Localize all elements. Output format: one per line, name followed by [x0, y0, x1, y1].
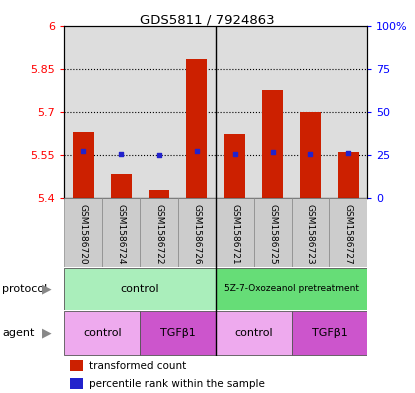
- Point: [156, 152, 162, 158]
- Bar: [262, 90, 283, 198]
- Text: 5Z-7-Oxozeanol pretreatment: 5Z-7-Oxozeanol pretreatment: [224, 285, 359, 293]
- Point: [193, 148, 200, 154]
- Bar: [71, 378, 83, 389]
- Text: GSM1586721: GSM1586721: [230, 204, 239, 264]
- Point: [232, 151, 238, 158]
- Bar: [140, 311, 216, 355]
- Text: TGFβ1: TGFβ1: [160, 328, 196, 338]
- Bar: [64, 268, 216, 310]
- Point: [307, 151, 314, 157]
- Text: GSM1586720: GSM1586720: [79, 204, 88, 264]
- Text: ▶: ▶: [42, 282, 51, 296]
- Bar: [140, 198, 178, 267]
- Point: [80, 148, 87, 154]
- Bar: [178, 198, 216, 267]
- Bar: [64, 198, 102, 267]
- Text: protocol: protocol: [2, 284, 47, 294]
- Bar: [216, 198, 254, 267]
- Bar: [216, 268, 367, 310]
- Text: GSM1586727: GSM1586727: [344, 204, 353, 264]
- Text: percentile rank within the sample: percentile rank within the sample: [88, 379, 264, 389]
- Bar: [186, 59, 207, 198]
- Bar: [291, 198, 330, 267]
- Text: control: control: [121, 284, 159, 294]
- Bar: [338, 152, 359, 198]
- Bar: [64, 311, 140, 355]
- Point: [345, 150, 352, 156]
- Text: transformed count: transformed count: [88, 361, 186, 371]
- Text: control: control: [234, 328, 273, 338]
- Bar: [149, 190, 169, 198]
- Text: agent: agent: [2, 328, 34, 338]
- Text: GSM1586726: GSM1586726: [193, 204, 201, 264]
- Bar: [73, 132, 94, 198]
- Text: GSM1586723: GSM1586723: [306, 204, 315, 264]
- Text: GSM1586725: GSM1586725: [268, 204, 277, 264]
- Point: [118, 151, 124, 158]
- Bar: [225, 134, 245, 198]
- Text: ▶: ▶: [42, 327, 51, 340]
- Text: GDS5811 / 7924863: GDS5811 / 7924863: [140, 14, 275, 27]
- Bar: [330, 198, 367, 267]
- Text: TGFβ1: TGFβ1: [312, 328, 347, 338]
- Text: control: control: [83, 328, 122, 338]
- Bar: [71, 360, 83, 371]
- Bar: [291, 311, 367, 355]
- Bar: [111, 174, 132, 198]
- Bar: [254, 198, 291, 267]
- Bar: [216, 311, 291, 355]
- Text: GSM1586722: GSM1586722: [154, 204, 164, 264]
- Bar: [102, 198, 140, 267]
- Bar: [300, 112, 321, 198]
- Text: GSM1586724: GSM1586724: [117, 204, 126, 264]
- Point: [269, 149, 276, 155]
